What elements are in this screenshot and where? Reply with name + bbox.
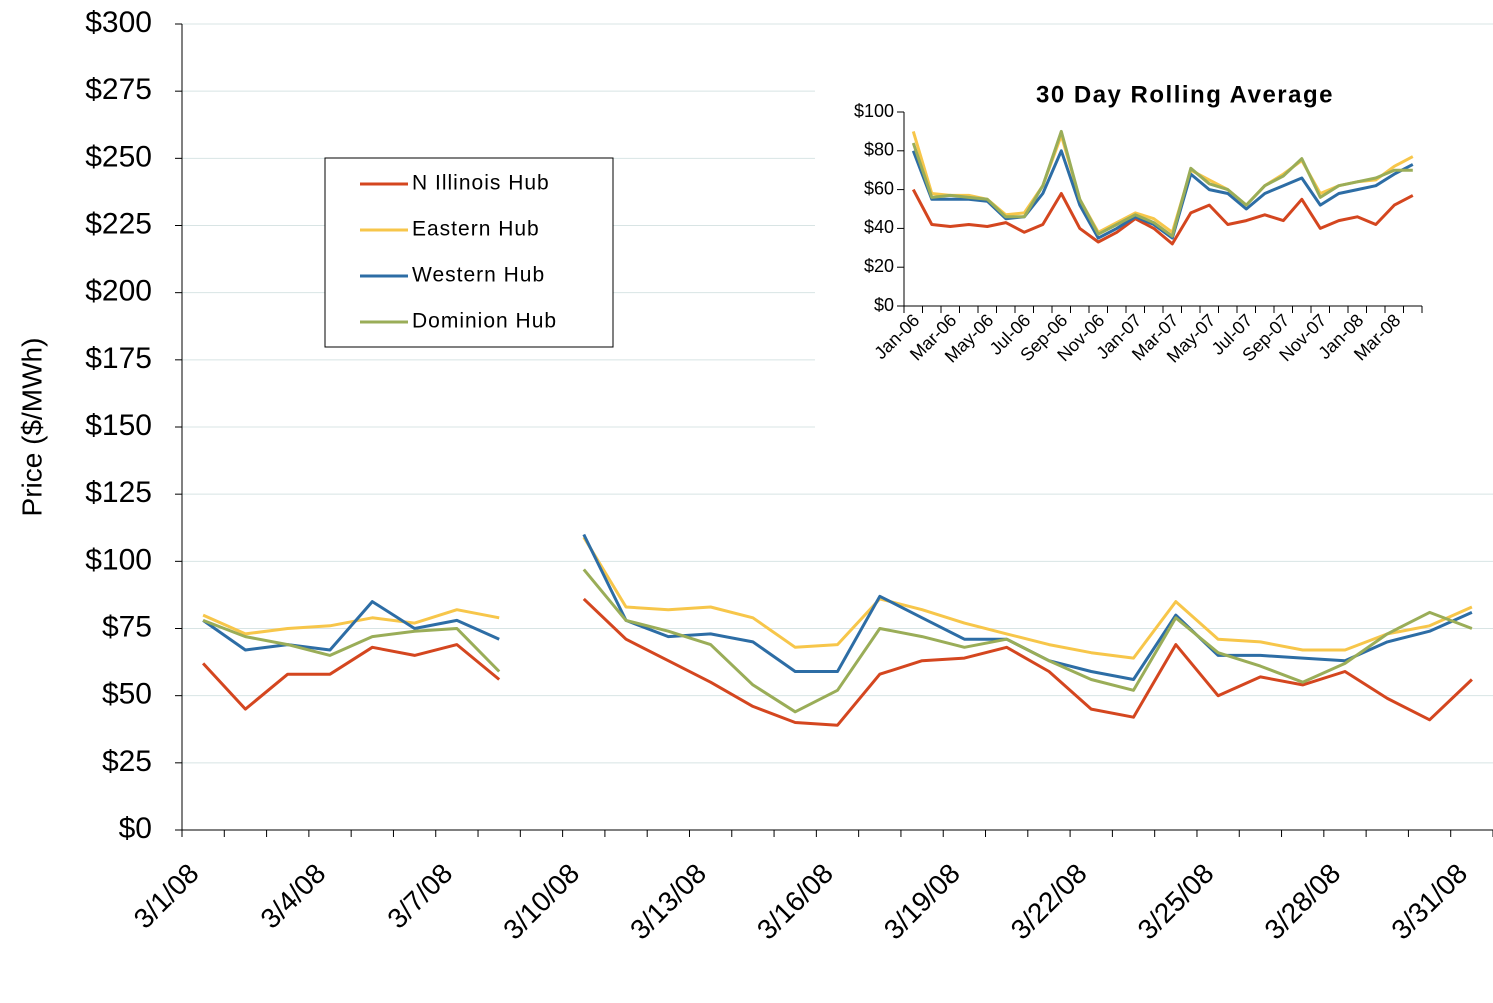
y-tick-label: $0 [874,295,894,315]
legend-label: Dominion Hub [412,310,557,333]
y-tick-label: $300 [85,6,152,39]
series-line [202,568,1473,714]
y-tick-label: $75 [102,610,152,643]
y-tick-label: $0 [119,812,152,845]
y-tick-label: $250 [85,140,152,173]
y-tick-label: $60 [864,178,894,198]
x-tick-label: 3/22/08 [1005,858,1093,946]
y-tick-label: $100 [854,101,894,121]
y-tick-label: $275 [85,73,152,106]
inset-background [815,75,1493,430]
x-tick-label: 3/4/08 [255,858,332,935]
inset-title: 30 Day Rolling Average [1036,81,1334,108]
series-line [202,536,1473,660]
x-tick-label: 3/25/08 [1132,858,1220,946]
x-tick-label: 3/7/08 [381,858,458,935]
legend-label: Western Hub [412,264,545,287]
series-line [202,533,1473,681]
legend-box [324,157,614,348]
legend-label: Eastern Hub [412,218,540,241]
x-tick-label: 3/31/08 [1385,858,1473,946]
x-tick-label: 3/13/08 [624,858,712,946]
y-tick-label: $25 [102,745,152,778]
y-tick-label: $150 [85,409,152,442]
x-tick-label: 3/19/08 [878,858,966,946]
y-tick-label: $40 [864,217,894,237]
x-tick-label: 3/1/08 [128,858,205,935]
x-tick-label: 3/28/08 [1258,858,1346,946]
series-line [911,129,1413,238]
y-tick-label: $200 [85,275,152,308]
x-tick-label: 3/10/08 [497,858,585,946]
series-line [201,597,1473,727]
series-line [911,188,1414,246]
y-tick-label: $125 [85,476,152,509]
y-tick-label: $175 [85,342,152,375]
legend-label: N Illinois Hub [412,172,550,195]
y-tick-label: $100 [85,543,152,576]
y-tick-label: $225 [85,207,152,240]
y-tick-label: $50 [102,678,152,711]
y-axis-label: Price ($/MWh) [16,338,47,517]
legend: N Illinois Hub Eastern Hub Western Hub Domi… [324,157,614,348]
x-tick-label: 3/16/08 [751,858,839,946]
y-tick-label: $20 [864,256,894,276]
y-tick-label: $80 [864,140,894,160]
